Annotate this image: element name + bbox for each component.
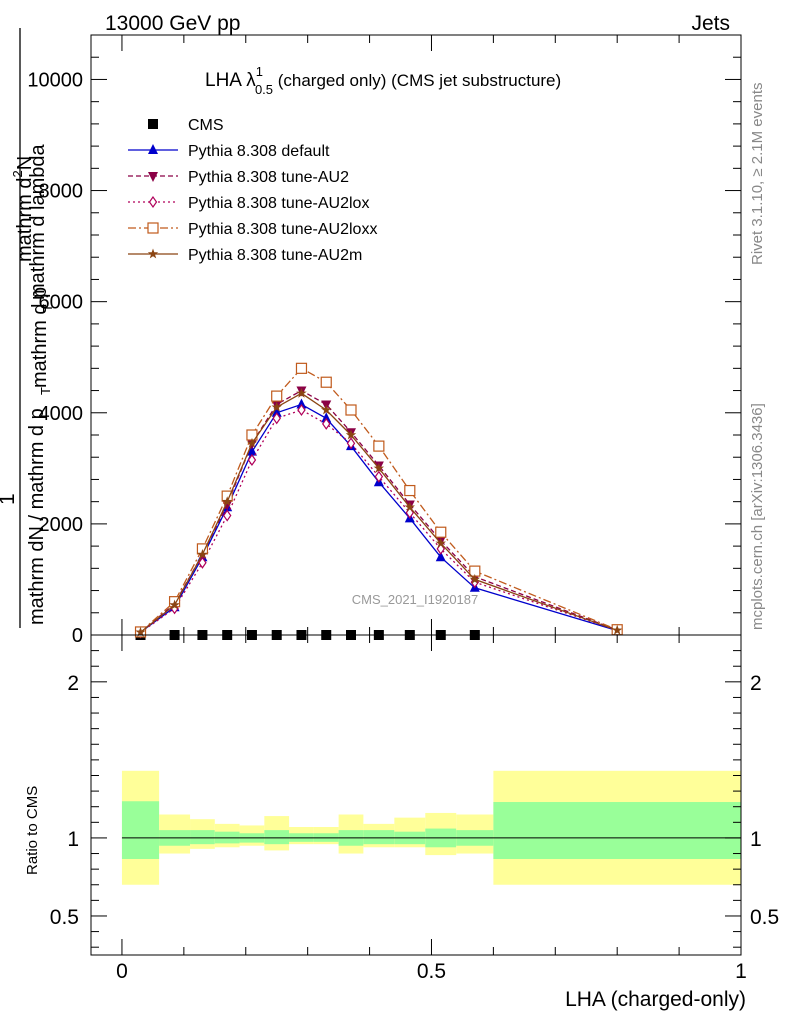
point-au2m-5 [271,401,282,412]
header-energy: 13000 GeV pp [105,12,240,35]
legend: CMS Pythia 8.308 default Pythia 8.308 tune… [128,117,377,264]
point-au2lox-6 [297,403,306,417]
ratio-bands [121,770,741,885]
main-ytick-label-1: 2000 [39,514,84,536]
point-au2lox-7 [322,417,331,430]
series-au2loxx [134,362,623,638]
ratio-y-label: Ratio to CMS [24,786,41,875]
point-au2lox-2 [198,556,207,569]
ylabel-denominator-3: mathrm d lambda [27,144,49,300]
ratio-ticks: 0.5 0.5 1 1 2 2 0 0.5 1 [50,635,779,983]
point-au2lox-4 [247,453,257,467]
point-au2m-1 [169,599,180,610]
point-au2m-10 [404,501,415,512]
legend-label-cms: CMS [188,117,224,134]
ratio-ytick-label-left-2: 2 [67,672,79,695]
point-au2loxx-7 [320,376,332,388]
series-line-au2m [140,392,618,633]
point-au2m-11 [435,537,446,548]
point-au2lox-3 [222,509,232,522]
point-default-11 [435,551,446,562]
point-au2m-6 [296,387,307,398]
legend-marker-au2lox [148,195,158,209]
point-au2m-7 [321,404,332,415]
point-au2m-8 [345,429,357,440]
legend-label-default: Pythia 8.308 default [188,143,330,160]
main-ytick-label-5: 10000 [27,69,83,91]
point-au2lox-8 [346,437,356,450]
legend-label-au2lox: Pythia 8.308 tune-AU2lox [188,195,369,212]
series-line-au2loxx [140,367,618,633]
ylabel-denominator-sub: T [38,387,53,395]
main-ytick-label-4: 8000 [39,181,84,203]
ratio-panel: 0.5 0.5 1 1 2 2 0 0.5 1 Ratio to CMS LHA (charge… [24,634,779,1011]
point-au2m-4 [246,437,258,448]
ratio-ytick-label-left-1: 1 [67,828,79,851]
legend-marker-default [148,144,158,154]
main-ytick-label-0: 0 [72,625,83,647]
ylabel-denominator-1: mathrm dN / mathrm d p [26,408,48,625]
header-jets: Jets [691,12,730,35]
legend-marker-au2loxx [147,222,159,234]
main-ytick-label-3: 6000 [39,292,84,314]
xtick-label-2: 1 [735,960,747,983]
ratio-inner-band-5 [264,830,290,845]
main-ytick-label-2: 4000 [39,403,84,425]
point-au2loxx-5 [271,390,283,402]
legend-label-au2: Pythia 8.308 tune-AU2 [188,169,349,186]
ratio-inner-band-0 [121,801,160,859]
plot-title-superscript: 1 [256,64,263,79]
ratio-ytick-label-right-1: 1 [750,828,762,851]
point-au2loxx-8 [345,404,357,416]
point-au2m-13 [612,624,623,635]
legend-label-au2loxx: Pythia 8.308 tune-AU2loxx [188,221,377,238]
point-au2m-2 [197,548,208,559]
point-au2m-9 [373,462,385,473]
plot-title-main: LHA λ [205,70,256,91]
watermark-analysis-id: CMS_2021_I1920187 [352,592,479,607]
legend-marker-au2 [148,172,158,182]
point-au2lox-9 [374,470,384,483]
ylabel-numerator-sup: 2 [10,170,25,177]
ratio-inner-band-2 [190,830,215,845]
ylabel-denominator-2: mathrm d p [29,287,51,388]
rivet-version-note: Rivet 3.1.10, ≥ 2.1M events [749,83,766,266]
point-au2m-12 [469,573,480,584]
ratio-inner-band-13 [493,802,741,859]
point-default-6 [296,398,307,409]
xtick-label-1: 0.5 [417,960,446,983]
plot-title-rest: (charged only) (CMS jet substructure) [273,71,561,90]
plot-title-subscript: 0.5 [255,82,273,97]
ratio-panel-frame [90,634,742,956]
point-default-4 [246,445,257,456]
point-au2loxx-10 [404,484,416,497]
main-y-ticks: 0 2000 4000 6000 8000 10000 [27,35,742,647]
ylabel-denominator-sub-2: T [40,304,55,312]
ylabel-numerator-one: 1 [0,493,19,505]
point-au2loxx-9 [373,440,385,452]
ratio-ytick-label-left-0: 0.5 [50,906,79,929]
ratio-inner-band-9 [363,830,395,845]
xtick-label-0: 0 [116,960,128,983]
point-au2m-3 [222,496,233,507]
series-au2m [135,387,623,637]
point-au2lox-5 [272,412,281,425]
plot-title: LHA λ1 0.5 (charged only) (CMS jet substr… [205,64,561,97]
legend-marker-au2m [147,248,159,259]
legend-marker-cms [148,119,158,129]
main-panel: 0 2000 4000 6000 8000 10000 CMS_2021_I1920187… [27,34,742,647]
point-au2loxx-6 [295,362,308,374]
point-au2m-0 [135,626,146,637]
ratio-ytick-label-right-0: 0.5 [750,906,779,929]
ratio-ytick-label-right-2: 2 [750,672,762,695]
x-axis-label: LHA (charged-only) [565,988,746,1011]
point-default-7 [321,412,332,423]
mcplots-reference-note: mcplots.cern.ch [arXiv:1306.3436] [749,403,766,630]
legend-label-au2m: Pythia 8.308 tune-AU2m [188,247,362,264]
main-series-group [134,362,623,640]
point-au2loxx-11 [435,526,447,538]
main-y-label: 1 mathrm d2N mathrm dN / mathrm d p T ma… [0,28,55,628]
point-default-5 [271,406,282,417]
